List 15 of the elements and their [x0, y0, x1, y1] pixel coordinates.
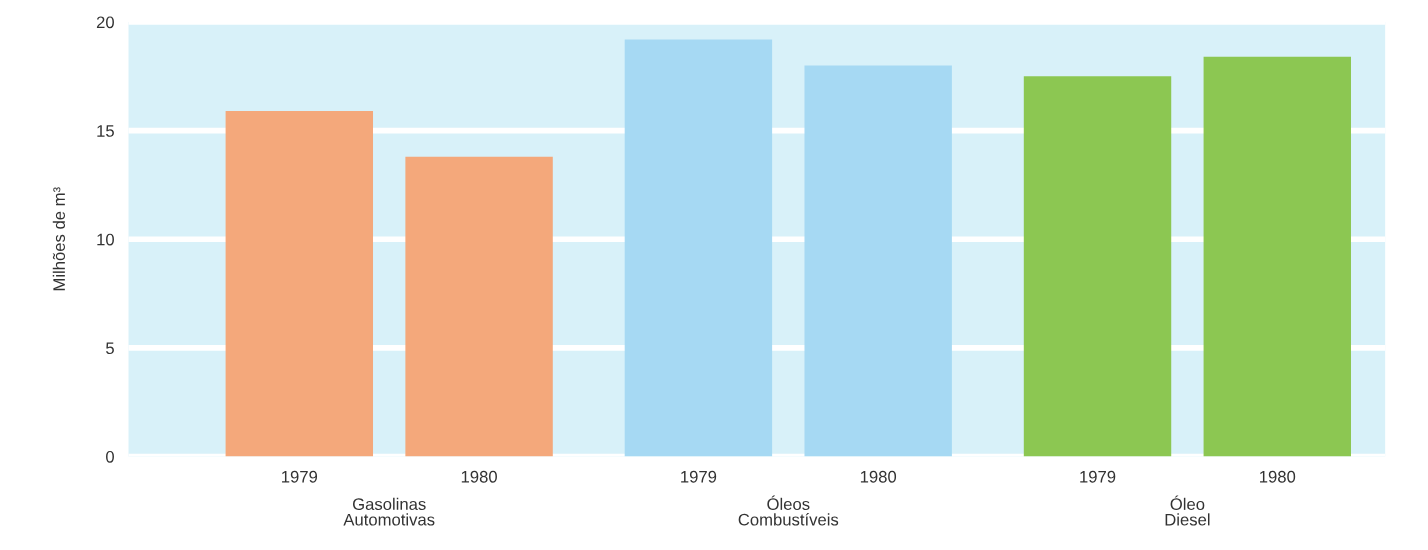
- y-tick-label: 20: [96, 16, 114, 29]
- y-axis-title: Milhões de m³: [52, 187, 66, 291]
- text: Óleos Combustíveis: [738, 495, 839, 526]
- text: Óleo Diesel: [1165, 495, 1210, 526]
- x-tick-label: 1979: [1080, 470, 1116, 483]
- x-tick-label: 1980: [1260, 470, 1296, 483]
- y-tick-label: 0: [106, 450, 114, 463]
- y-tick-label: 15: [97, 125, 114, 137]
- x-tick-label: 1980: [860, 470, 897, 483]
- x-tick-label: 1979: [681, 470, 717, 483]
- x-tick-label: 1980: [461, 470, 497, 483]
- x-tick-label: 1979: [282, 470, 318, 483]
- y-tick-label: 10: [97, 233, 114, 246]
- text: Gasolinas Automotivas: [343, 497, 435, 526]
- y-tick-label: 5: [106, 342, 114, 355]
